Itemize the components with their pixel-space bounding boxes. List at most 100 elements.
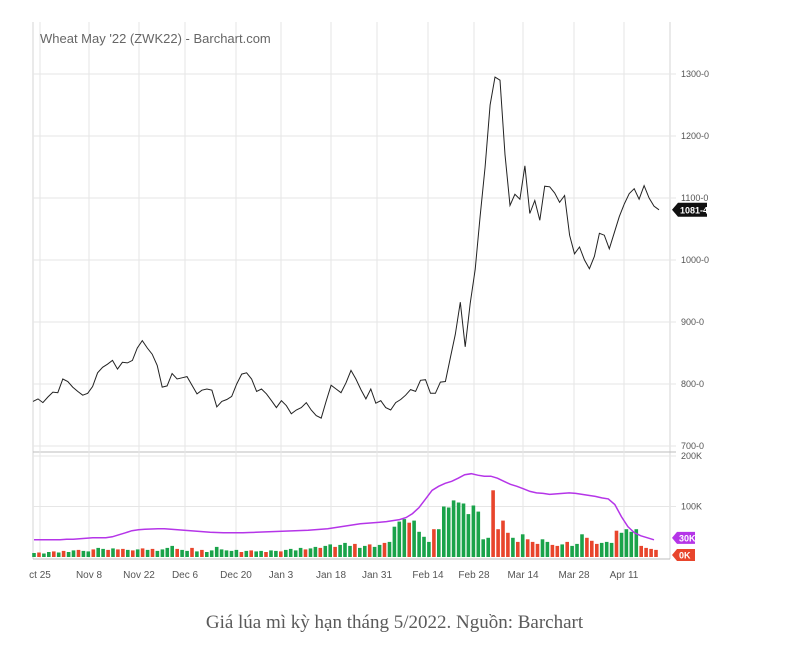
volume-bar — [200, 549, 204, 557]
volume-bar — [432, 529, 436, 557]
volume-bar — [145, 549, 150, 557]
volume-bar — [170, 545, 174, 557]
x-tick-label: Jan 3 — [269, 570, 294, 581]
volume-bar — [101, 548, 105, 557]
volume-bar — [234, 549, 239, 557]
volume-bar — [76, 549, 81, 557]
volume-bar — [446, 507, 451, 557]
volume-bar — [126, 549, 130, 557]
volume-bar — [392, 526, 397, 557]
y-tick-label: 700-0 — [681, 441, 704, 451]
volume-badge — [672, 549, 695, 561]
volume-bar — [111, 548, 115, 557]
volume-bar — [461, 503, 466, 557]
volume-bar — [530, 541, 535, 557]
volume-badge — [672, 531, 695, 544]
volume-bar — [412, 520, 416, 557]
volume-tick-label: 200K — [681, 451, 702, 461]
volume-bar — [516, 541, 520, 557]
volume-bar — [254, 551, 258, 557]
volume-bar — [550, 544, 555, 557]
y-tick-label: 800-0 — [681, 379, 704, 389]
x-tick-label: Dec 20 — [220, 570, 252, 581]
volume-bar — [328, 544, 332, 557]
y-tick-label: 1100-0 — [681, 193, 708, 203]
volume-bar — [382, 542, 387, 557]
volume-tick-label: 100K — [681, 502, 702, 512]
volume-bar — [565, 541, 569, 557]
volume-bar — [259, 550, 263, 557]
volume-bar — [279, 551, 283, 557]
volume-bar — [343, 542, 347, 557]
volume-bar — [61, 550, 66, 557]
volume-bar — [66, 552, 71, 557]
volume-bar — [501, 520, 505, 557]
volume-bar — [224, 550, 229, 557]
x-tick-label: Nov 22 — [123, 570, 155, 581]
volume-bar — [106, 549, 110, 557]
volume-bar — [274, 550, 278, 557]
volume-bar — [333, 546, 337, 557]
volume-bar — [165, 547, 170, 557]
volume-bar — [540, 539, 545, 557]
volume-bar — [131, 550, 135, 557]
volume-bar — [293, 550, 298, 557]
volume-bar — [42, 553, 46, 557]
volume-bar — [318, 547, 323, 557]
volume-bar — [442, 506, 446, 557]
volume-bar — [585, 537, 589, 557]
volume-average-line — [34, 472, 655, 541]
volume-bar — [599, 542, 604, 557]
volume-bar — [140, 548, 145, 557]
chart-title: Wheat May '22 (ZWK22) - Barchart.com — [40, 31, 271, 46]
volume-bar — [486, 537, 490, 557]
volume-bar — [195, 551, 199, 557]
volume-bar — [298, 547, 303, 557]
x-tick-label: Mar 14 — [507, 570, 539, 581]
volume-bar — [407, 522, 411, 557]
volume-bar — [269, 550, 273, 557]
volume-bar — [86, 551, 91, 557]
volume-bar — [244, 550, 249, 557]
volume-bar — [338, 544, 342, 557]
volume-bar — [219, 549, 224, 557]
volume-bar — [644, 547, 648, 557]
volume-badge-label: 0K — [679, 551, 691, 561]
volume-bar — [185, 550, 189, 557]
volume-bar — [264, 552, 268, 557]
volume-bar — [535, 543, 540, 557]
volume-bar — [308, 548, 313, 557]
volume-bar — [481, 539, 485, 557]
volume-bar — [639, 545, 643, 557]
volume-bar — [372, 546, 377, 557]
y-tick-label: 1200-0 — [681, 131, 709, 141]
volume-bar — [81, 550, 86, 557]
volume-bar — [363, 545, 367, 557]
last-price-label: 1081-4 — [680, 205, 708, 215]
volume-bar — [303, 549, 308, 557]
volume-bar — [466, 514, 471, 557]
volume-bar — [614, 530, 619, 557]
last-price-badge — [672, 202, 707, 217]
volume-bar — [209, 550, 214, 557]
volume-bar — [496, 529, 500, 557]
volume-bar — [545, 541, 550, 557]
y-tick-label: 1000-0 — [681, 255, 709, 265]
chart-svg: ct 25 Nov 8 Nov 22 Dec 6 Dec 20 Jan 3 Jan 18 Ja… — [29, 22, 709, 581]
volume-bar — [37, 552, 41, 557]
volume-bar — [52, 551, 56, 557]
volume-bar — [555, 545, 560, 557]
volume-bar — [402, 519, 407, 557]
volume-bar — [56, 552, 61, 557]
volume-bar — [649, 548, 653, 557]
volume-bar — [511, 537, 515, 557]
volume-bar — [353, 543, 357, 557]
volume-bar — [160, 549, 165, 557]
volume-bar — [560, 544, 564, 557]
volume-bar — [422, 536, 426, 557]
volume-bar — [456, 502, 461, 557]
volume-bar — [619, 532, 624, 557]
y-tick-label: 1300-0 — [681, 69, 709, 79]
volume-bar — [284, 549, 288, 557]
volume-bar — [580, 534, 584, 557]
